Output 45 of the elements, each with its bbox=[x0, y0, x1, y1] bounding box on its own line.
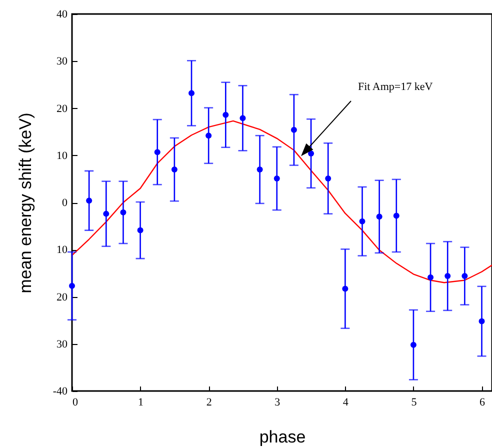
point bbox=[256, 166, 263, 173]
y-tick-label: 20 bbox=[56, 102, 68, 115]
line-series bbox=[71, 120, 492, 284]
point bbox=[86, 198, 92, 204]
x-axis-title: phase bbox=[259, 428, 306, 446]
point bbox=[410, 342, 416, 348]
point bbox=[120, 209, 126, 216]
point bbox=[188, 90, 195, 96]
point bbox=[103, 210, 110, 217]
y-tick-label: 30 bbox=[56, 56, 68, 68]
point bbox=[69, 282, 75, 289]
point bbox=[393, 212, 400, 219]
point bbox=[274, 175, 280, 182]
x-tick-label: 0 bbox=[72, 396, 78, 408]
annotation: Fit Amp=17 keV bbox=[358, 81, 433, 93]
y-tick-label: 40 bbox=[56, 8, 68, 20]
y-tick-label: 0 bbox=[62, 197, 68, 209]
point bbox=[428, 274, 434, 280]
point bbox=[171, 166, 178, 173]
x-tick-label: 3 bbox=[274, 396, 281, 408]
y-axis-title: mean energy shift (keV) bbox=[16, 112, 35, 294]
point bbox=[376, 214, 382, 220]
point bbox=[342, 286, 348, 292]
point bbox=[359, 218, 366, 224]
y-tick-label: 10 bbox=[56, 150, 68, 162]
x-tick-label: 2 bbox=[206, 396, 212, 408]
point bbox=[462, 273, 468, 280]
x-tick-label: 4 bbox=[342, 396, 349, 408]
y-tick-label: 20 bbox=[56, 291, 68, 304]
x-tick-label: 6 bbox=[480, 396, 486, 408]
point bbox=[308, 150, 314, 156]
point bbox=[206, 132, 212, 139]
point bbox=[444, 273, 451, 280]
point bbox=[325, 175, 332, 182]
point bbox=[154, 149, 160, 156]
y-tick-label: 10 bbox=[56, 244, 68, 256]
x-tick-label: 5 bbox=[411, 396, 418, 408]
point bbox=[240, 115, 246, 122]
y-tick-label: -40 bbox=[52, 386, 68, 398]
point bbox=[478, 318, 485, 324]
point bbox=[137, 227, 144, 234]
x-tick-label: 1 bbox=[138, 396, 144, 408]
point bbox=[222, 112, 229, 118]
point bbox=[290, 126, 297, 133]
y-tick-label: 30 bbox=[56, 338, 68, 350]
